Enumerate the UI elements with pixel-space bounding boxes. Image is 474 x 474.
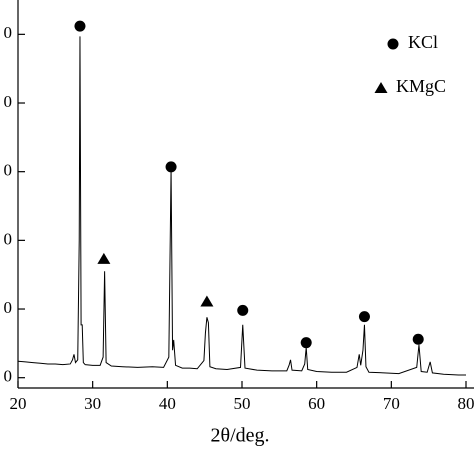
x-tick-label: 50 (234, 394, 251, 413)
x-tick-label: 60 (308, 394, 325, 413)
marker (412, 333, 424, 345)
xrd-line (17, 36, 466, 376)
x-tick-label: 30 (84, 394, 101, 413)
x-axis-title: 2θ/deg. (210, 425, 269, 447)
x-tick-label: 20 (10, 394, 27, 413)
marker (74, 20, 86, 32)
legend-label: KMgC (396, 76, 446, 96)
x-tick-label: 80 (458, 394, 474, 413)
legend-symbol (387, 38, 399, 50)
marker (358, 311, 370, 323)
y-tick-label: 0 (4, 23, 13, 42)
legend-label: KCl (408, 32, 438, 52)
legend-symbol (374, 82, 388, 93)
marker (97, 252, 111, 264)
y-tick-label: 0 (4, 161, 13, 180)
marker (165, 161, 177, 173)
marker (200, 295, 214, 307)
x-tick-label: 70 (383, 394, 400, 413)
y-tick-label: 0 (4, 298, 13, 317)
x-tick-label: 40 (159, 394, 176, 413)
marker (237, 304, 249, 316)
y-tick-label: 0 (4, 92, 13, 111)
y-tick-label: 0 (4, 367, 13, 386)
y-tick-label: 0 (4, 229, 13, 248)
marker (300, 337, 312, 349)
